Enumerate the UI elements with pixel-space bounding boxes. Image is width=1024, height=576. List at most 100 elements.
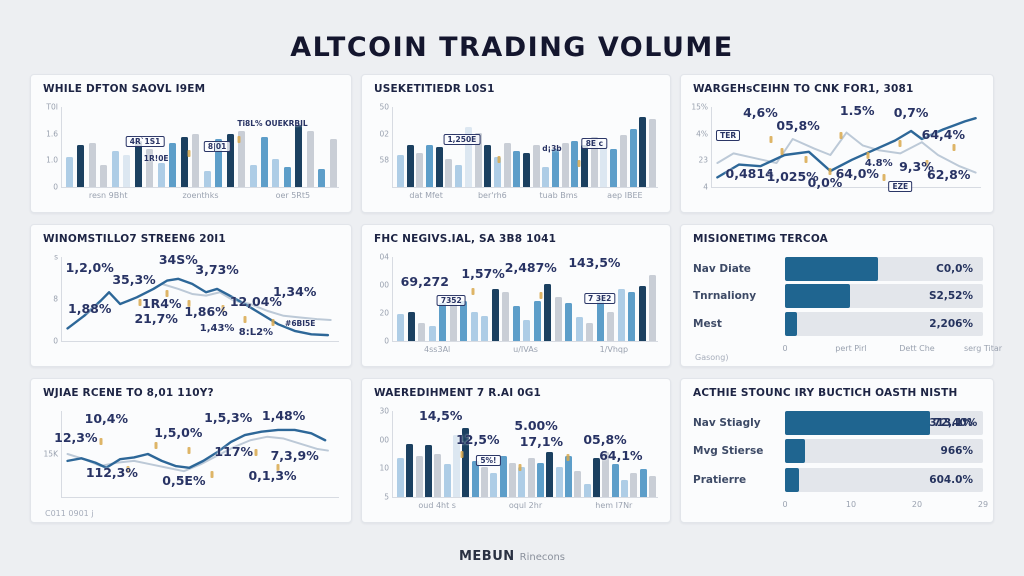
bar [134,140,142,187]
value-label: 12,3% [54,430,98,446]
x-axis-label: ber'rh6 [477,191,507,200]
value-label: 1.5% [839,103,875,119]
panel-line-3: WJIAE RCENE TO 8,01 110Y? 15K 10,4% 12,3% 1… [30,378,352,523]
bar [522,153,530,187]
bar [470,311,478,341]
value-label: 05,8% [583,432,627,448]
y-axis-tick: 0 [53,182,58,192]
bar [583,484,591,497]
bar [77,145,85,187]
footer: MEBUN Rinecons [0,545,1024,564]
value-label: #6BI5E [285,318,316,328]
bar [542,167,550,187]
x-axis-label: aep IBEE [607,191,643,200]
panel-title: WAEREDIHMENT 7 R.AI 0G1 [374,387,542,399]
bar [462,428,470,497]
row-label: Nav Stiagly [693,417,761,430]
bar-fill [785,284,851,309]
value-label: 10,4% [84,411,128,427]
value-label: Ti8L% OUEKRBIL [237,118,308,128]
panel-title: MISIONETIMG TERCOA [693,233,828,245]
bar [502,292,509,341]
bar [546,452,554,497]
value-label: 34S% [158,252,198,268]
x-axis-label: dat Mfet [409,191,443,200]
value-label: 0,1,3% [248,468,297,484]
bar-value: 72,40% [933,417,978,430]
line-series-svg [712,107,981,187]
y-axis-tick: 30 [379,406,389,416]
bar [561,143,569,187]
value-label: 1,88% [68,300,112,316]
bar [611,464,619,497]
marker-tick [577,160,580,167]
bar-chart-1: T0I 1.6 1.0 0 resn 9Bht zoenthks oer 5Rt5 Ti8L%… [43,101,341,204]
bar [493,156,501,187]
value-label: 0,7% [893,104,929,120]
value-label: d¡3b [542,144,562,154]
bar [397,458,404,497]
bar [474,132,482,187]
plot-area: s 8 0 1,2,0% 35,3% 34S% 3,73% 1,88% 1R4% 21,7% 1,8… [53,252,339,346]
value-label: 12,5% [456,432,500,448]
bar-chart-4: 30 00 10 5 oud 4ht s oqul 2hr hem I7Nr 14,5% 12,… [374,405,660,514]
x-axis-label: oud 4ht s [418,501,456,510]
x-axis-tick: 0 [782,500,788,509]
y-axis-tick: 8 [53,294,58,304]
value-label: 1R!0E [143,154,169,163]
y-axis-tick: 4% [696,129,708,139]
y-axis-tick: 58 [379,155,389,165]
footer-brand-sub: Rinecons [519,552,566,563]
hbar-row: Mest 2,206% [693,312,983,337]
value-label: 64,0% [835,165,879,181]
value-label: 112,3% [85,464,138,480]
bar [452,435,460,497]
y-axis-tick: 23 [698,155,708,165]
bar [464,127,472,187]
panel-bar-4: WAEREDIHMENT 7 R.AI 0G1 30 00 10 5 oud 4ht s… [361,378,671,523]
y-axis-tick: 0 [384,336,389,346]
bar [226,134,234,187]
bar [460,300,467,341]
bar [554,297,562,341]
panel-bar-3: FHC NEGIVS.IAL, SA 3B8 1041 04 00 20 0 4ss3A… [361,224,671,367]
marker-tick [187,149,191,157]
x-axis-label: oqul 2hr [508,501,543,510]
bar-value: S2,52% [929,290,973,303]
bar [629,129,637,187]
bar [513,151,521,187]
bar-group [397,257,656,341]
bar [406,443,414,497]
panel-title: WJIAE RCENE TO 8,01 110Y? [43,387,214,399]
value-label: 1,43% [199,323,235,335]
value-label: 64,4% [921,127,966,143]
y-axis-tick: 5 [384,492,389,502]
marker-tick [187,300,191,308]
bar [544,283,551,341]
series-line-primary [717,118,975,177]
value-label: EZE [888,180,913,192]
hbar-row: Mvg Stierse 966% [693,439,983,464]
value-label: 3,73% [195,262,239,278]
value-label: 1,2,0% [65,260,114,276]
bar [555,466,563,497]
marker-tick [243,315,247,323]
bar [571,140,579,187]
y-axis-tick: 50 [379,102,389,112]
bar [445,159,453,187]
bar [512,305,520,341]
plot-area: 15K 10,4% 12,3% 1,5,0% 1,5,3% 1,48% 117% 112,3%… [44,408,339,498]
marker-tick [828,168,832,175]
bar [481,315,488,341]
bar [617,288,625,341]
bar [648,475,656,497]
x-axis-ticks: 0 pert Pirl Dett Che serg Titar [782,344,1002,356]
marker-tick [99,438,103,446]
bar [180,136,188,187]
bar [88,143,96,187]
value-label: 1,86% [184,304,228,320]
panel-title: WINOMSTILLO7 STREEN6 20I1 [43,233,226,245]
bar [574,471,582,497]
x-axis-label: hem I7Nr [595,501,633,510]
